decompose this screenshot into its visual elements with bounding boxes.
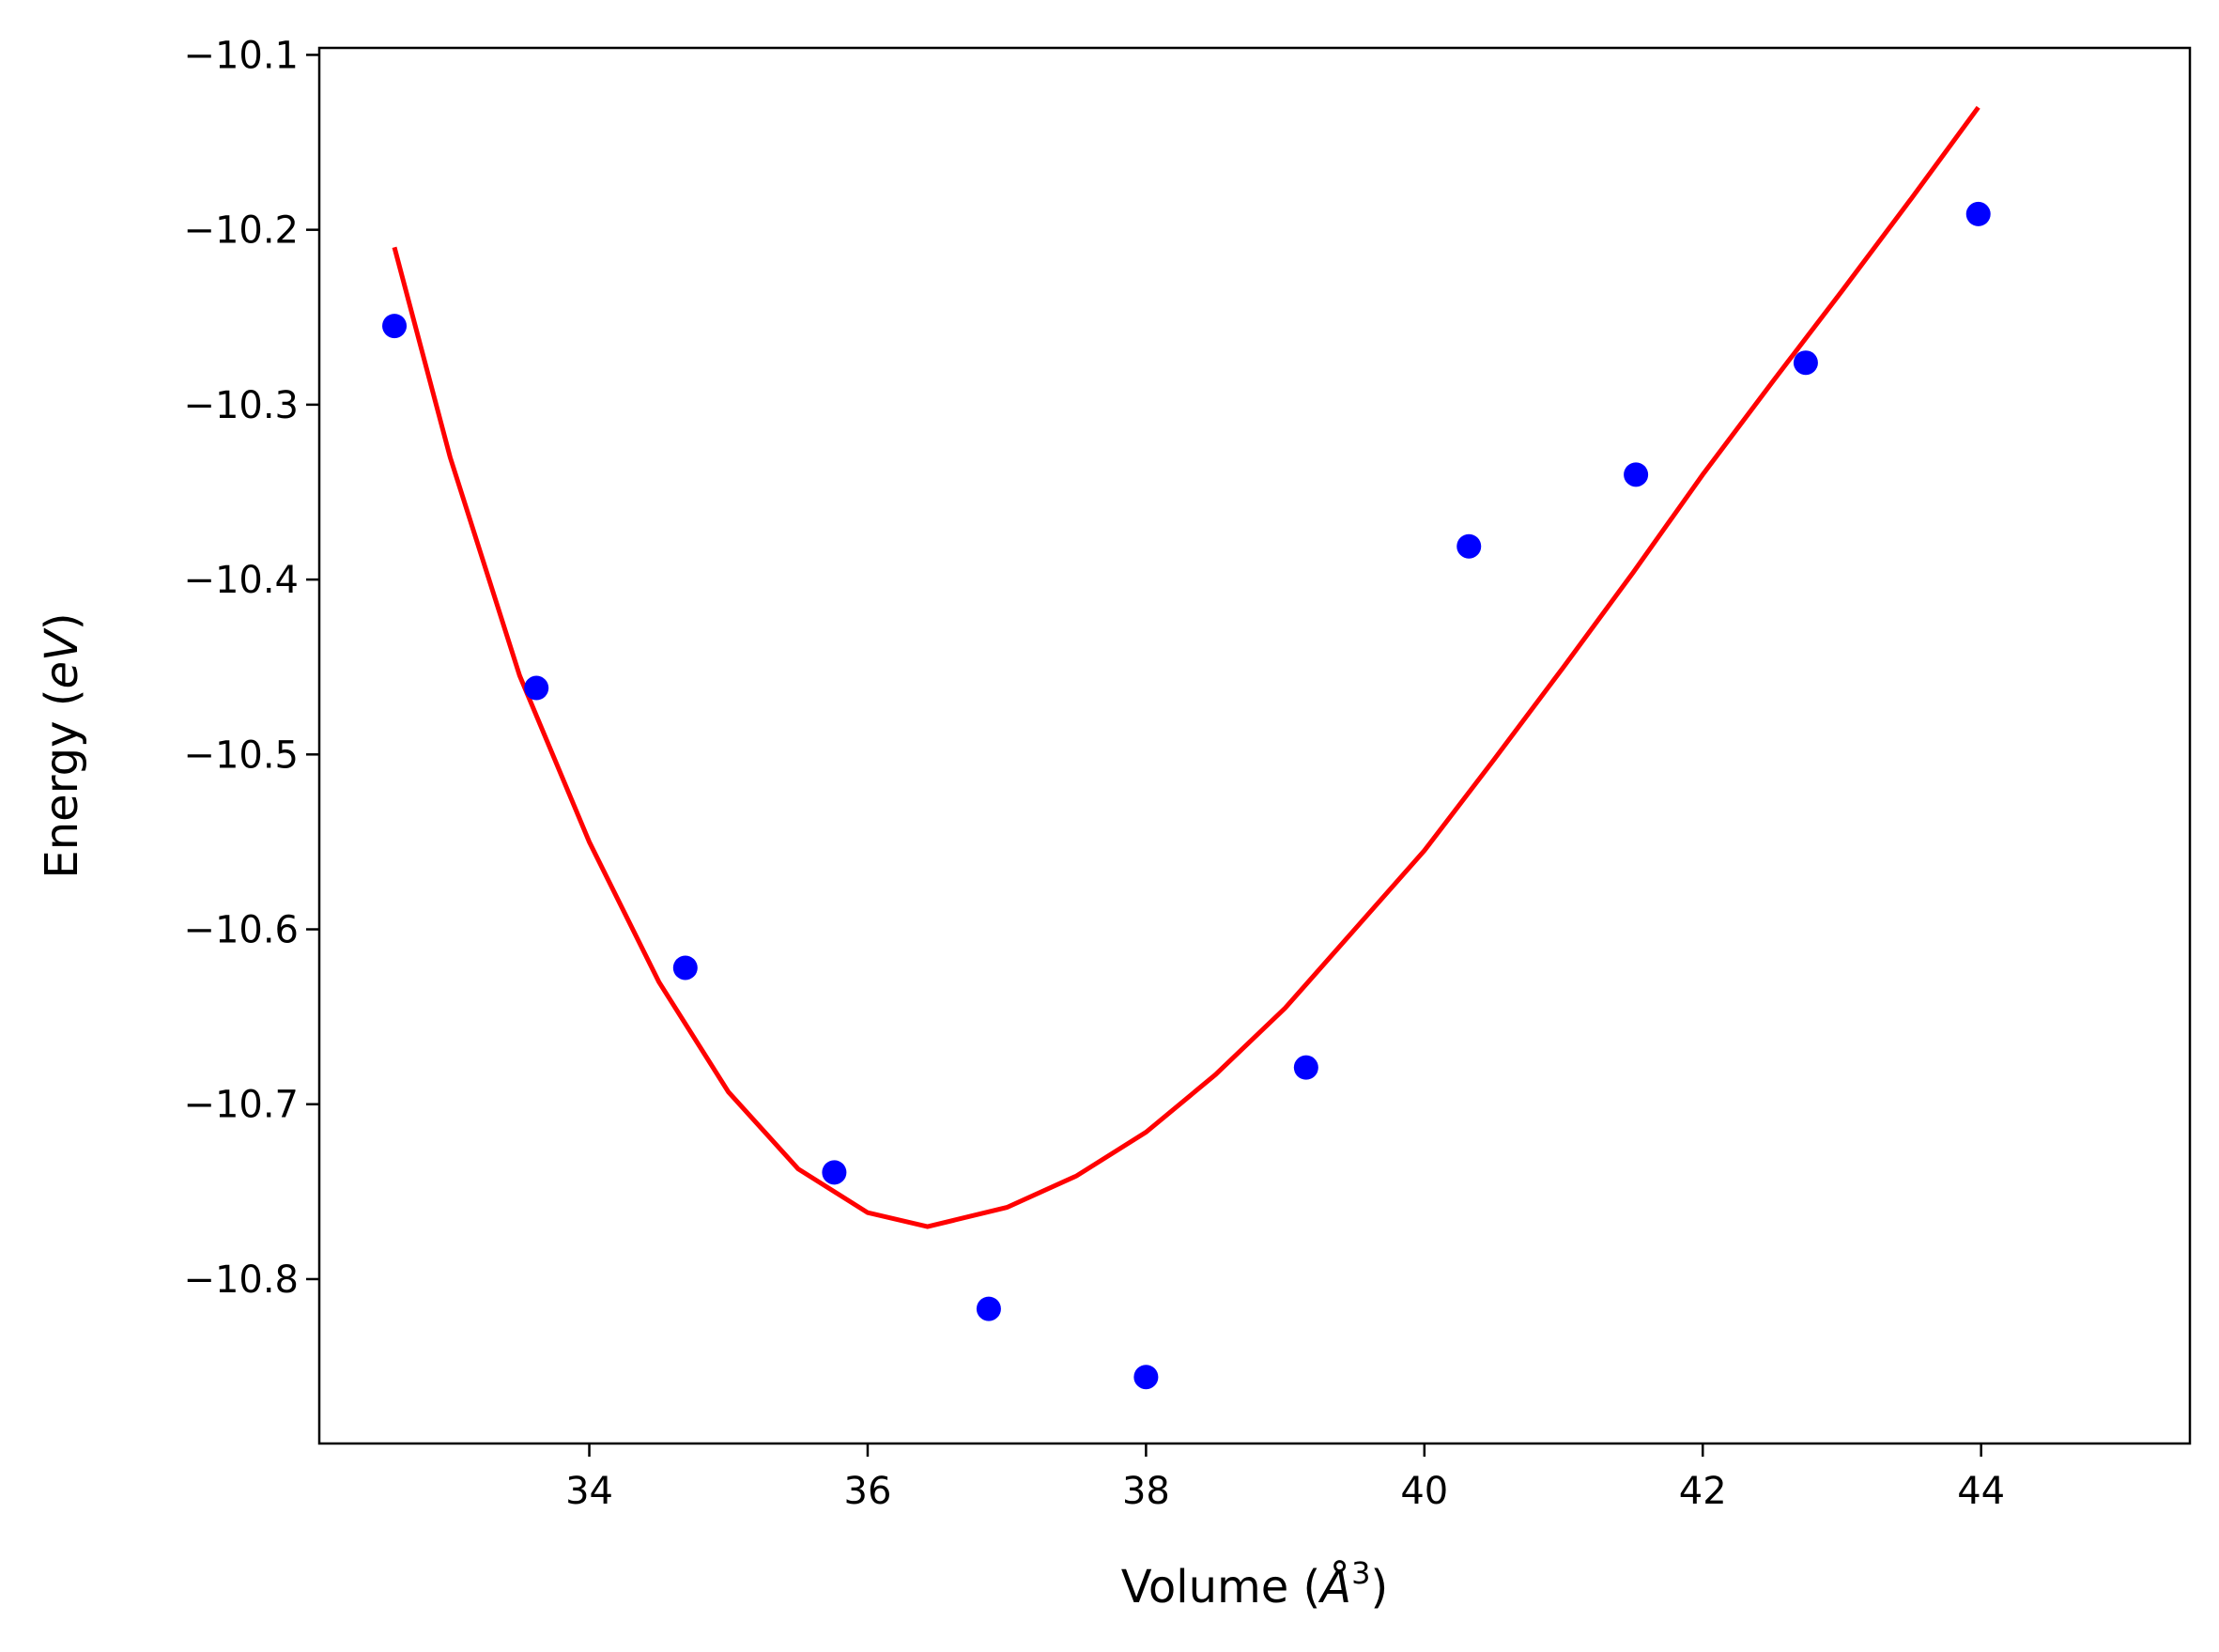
y-tick-label: −10.1 [183,34,299,77]
y-axis-ticks: −10.1 −10.2 −10.3 −10.4 −10.5 −10.6 −10.7 −10.8 [183,34,319,1302]
x-tick-label: 42 [1679,1470,1727,1513]
x-tick-label: 44 [1957,1470,2005,1513]
data-point [1965,201,1991,226]
x-tick-label: 38 [1122,1470,1170,1513]
x-tick-label: 34 [565,1470,613,1513]
data-point [822,1160,847,1185]
x-axis-label: Volume (Å3) [1121,1555,1388,1613]
data-point [1624,462,1649,487]
plot-frame [317,46,2192,1445]
plot-background [319,48,2190,1444]
y-tick-label: −10.8 [183,1258,299,1302]
y-tick-label: −10.5 [183,733,299,777]
data-point [1793,350,1818,376]
y-tick-label: −10.6 [183,909,299,952]
x-tick-label: 40 [1400,1470,1448,1513]
y-tick-label: −10.3 [183,384,299,427]
plot-area [382,105,1991,1390]
y-tick-label: −10.2 [183,209,299,253]
data-point [1133,1365,1159,1390]
x-tick-label: 36 [844,1470,892,1513]
data-point [672,955,698,980]
data-point [1293,1055,1318,1080]
x-axis-ticks: 34 36 38 40 42 44 [565,1444,2005,1513]
data-point [976,1296,1001,1321]
y-tick-label: −10.4 [183,559,299,602]
data-point [524,675,549,701]
data-point [382,314,408,339]
data-point [1456,533,1482,559]
y-axis-label: Energy (eV) [36,612,88,878]
data-points [382,201,1991,1390]
fit-curve-line [392,105,1980,1229]
y-tick-label: −10.7 [183,1084,299,1127]
